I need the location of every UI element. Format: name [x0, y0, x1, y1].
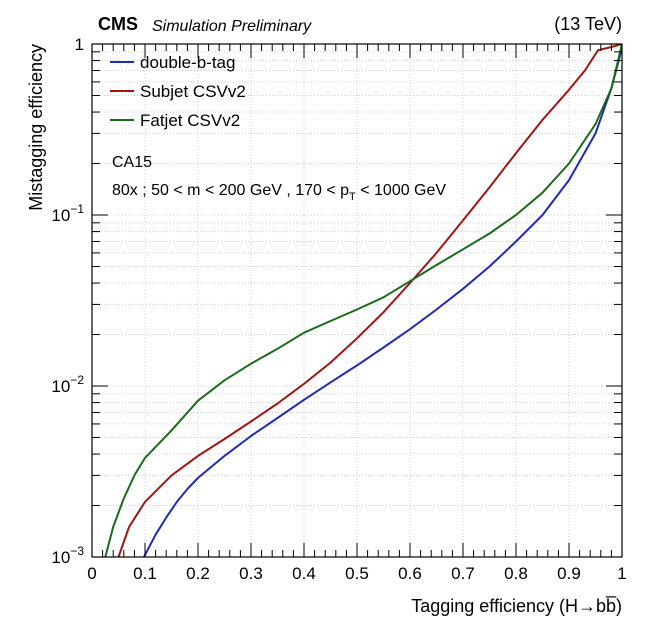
- series-line: [104, 44, 622, 557]
- status-label: Simulation Preliminary: [152, 18, 312, 35]
- x-tick-label: 1: [617, 564, 626, 583]
- curves: [104, 44, 622, 557]
- x-ticks: 0 0.1 0.2 0.3 0.4 0.5 0.6 0.7 0.8 0.9 1: [87, 44, 627, 583]
- x-tick-label: 0.8: [504, 564, 528, 583]
- y-tick-label: 1: [75, 35, 84, 54]
- x-tick-label: 0.6: [398, 564, 422, 583]
- energy-label: (13 TeV): [554, 14, 622, 34]
- legend-label: Subjet CSVv2: [140, 82, 246, 101]
- y-tick-exponent: −1: [70, 202, 84, 216]
- y-tick-exponent: −2: [70, 373, 84, 387]
- y-tick-base: 10: [51, 206, 70, 225]
- algo-label: CA15: [112, 154, 152, 171]
- x-axis-label: Tagging efficiency (H→bb̅): [411, 596, 622, 616]
- y-axis-label: Mistagging efficiency: [26, 44, 46, 211]
- selection-subscript: T: [349, 191, 356, 203]
- y-ticks: 10−310−210−11: [51, 35, 622, 567]
- y-tick-base: 10: [51, 548, 70, 567]
- y-tick-base: 1: [75, 35, 84, 54]
- y-tick-exponent: −3: [70, 544, 84, 558]
- y-tick-label: 10−3: [51, 544, 84, 567]
- experiment-label: CMS: [98, 14, 138, 34]
- x-tick-label: 0.1: [133, 564, 157, 583]
- series-line: [143, 47, 622, 557]
- x-tick-label: 0.9: [557, 564, 581, 583]
- selection-prefix: 80x ; 50 < m < 200 GeV , 170 < p: [112, 182, 349, 199]
- series-line: [117, 44, 622, 557]
- x-tick-label: 0.5: [345, 564, 369, 583]
- y-tick-label: 10−1: [51, 202, 84, 225]
- y-tick-base: 10: [51, 377, 70, 396]
- y-tick-label: 10−2: [51, 373, 84, 396]
- x-tick-label: 0: [87, 564, 96, 583]
- selection-label: 80x ; 50 < m < 200 GeV , 170 < pT < 1000…: [112, 182, 446, 203]
- selection-suffix: < 1000 GeV: [356, 182, 447, 199]
- x-tick-label: 0.3: [239, 564, 263, 583]
- x-tick-label: 0.7: [451, 564, 475, 583]
- legend-label: Fatjet CSVv2: [140, 111, 240, 130]
- x-tick-label: 0.2: [186, 564, 210, 583]
- legend: double-b-tag Subjet CSVv2 Fatjet CSVv2: [110, 53, 246, 130]
- legend-label: double-b-tag: [140, 53, 235, 72]
- x-tick-label: 0.4: [292, 564, 316, 583]
